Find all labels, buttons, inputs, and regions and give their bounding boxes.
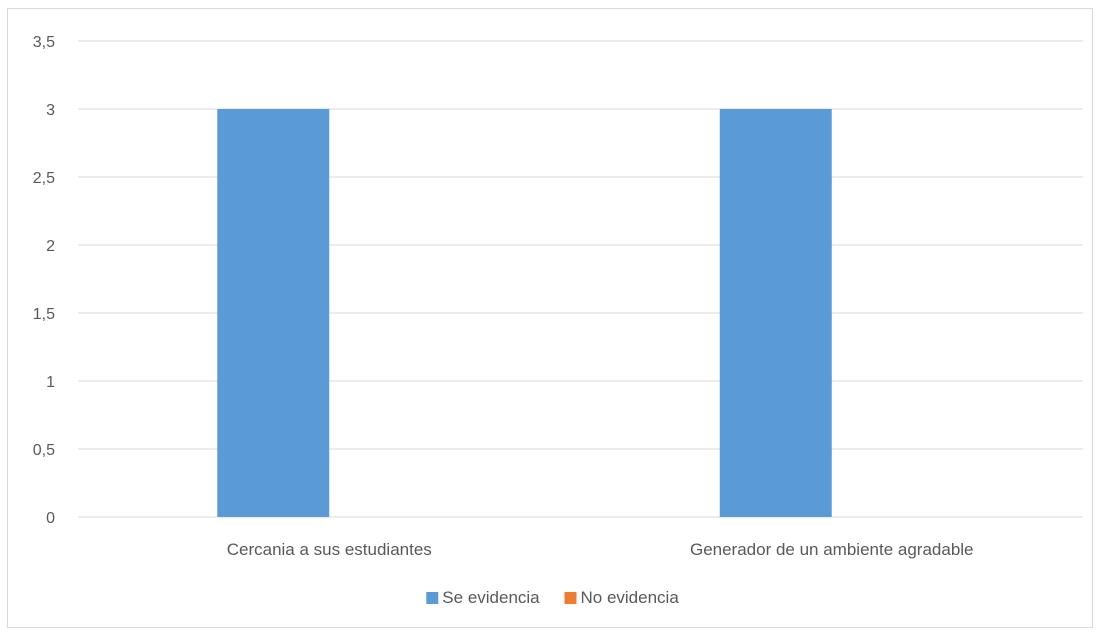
y-tick-label: 1,5: [33, 306, 55, 323]
x-tick-label: Cercania a sus estudiantes: [227, 540, 432, 559]
y-tick-label: 0,5: [33, 442, 55, 459]
x-tick-label: Generador de un ambiente agradable: [690, 540, 974, 559]
y-tick-label: 3: [46, 102, 55, 119]
bar-se-evidencia-2: [719, 109, 832, 517]
legend-label: No evidencia: [581, 588, 680, 607]
y-tick-label: 1: [46, 374, 55, 391]
legend-label: Se evidencia: [442, 588, 540, 607]
legend: Se evidencia No evidencia: [426, 588, 679, 607]
x-axis-tick-labels: Cercania a sus estudiantes Generador de u…: [227, 540, 974, 559]
y-tick-label: 3,5: [33, 34, 55, 51]
legend-swatch-se-evidencia: [426, 592, 439, 604]
chart-frame: [7, 8, 1093, 628]
y-axis-tick-labels: 0 0,5 1 1,5 2 2,5 3 3,5: [33, 34, 55, 527]
y-tick-label: 0: [46, 510, 55, 527]
bar-se-evidencia-1: [217, 109, 330, 517]
y-tick-label: 2: [46, 238, 55, 255]
bars: [217, 109, 832, 517]
legend-swatch-no-evidencia: [564, 592, 577, 604]
y-tick-label: 2,5: [33, 170, 55, 187]
